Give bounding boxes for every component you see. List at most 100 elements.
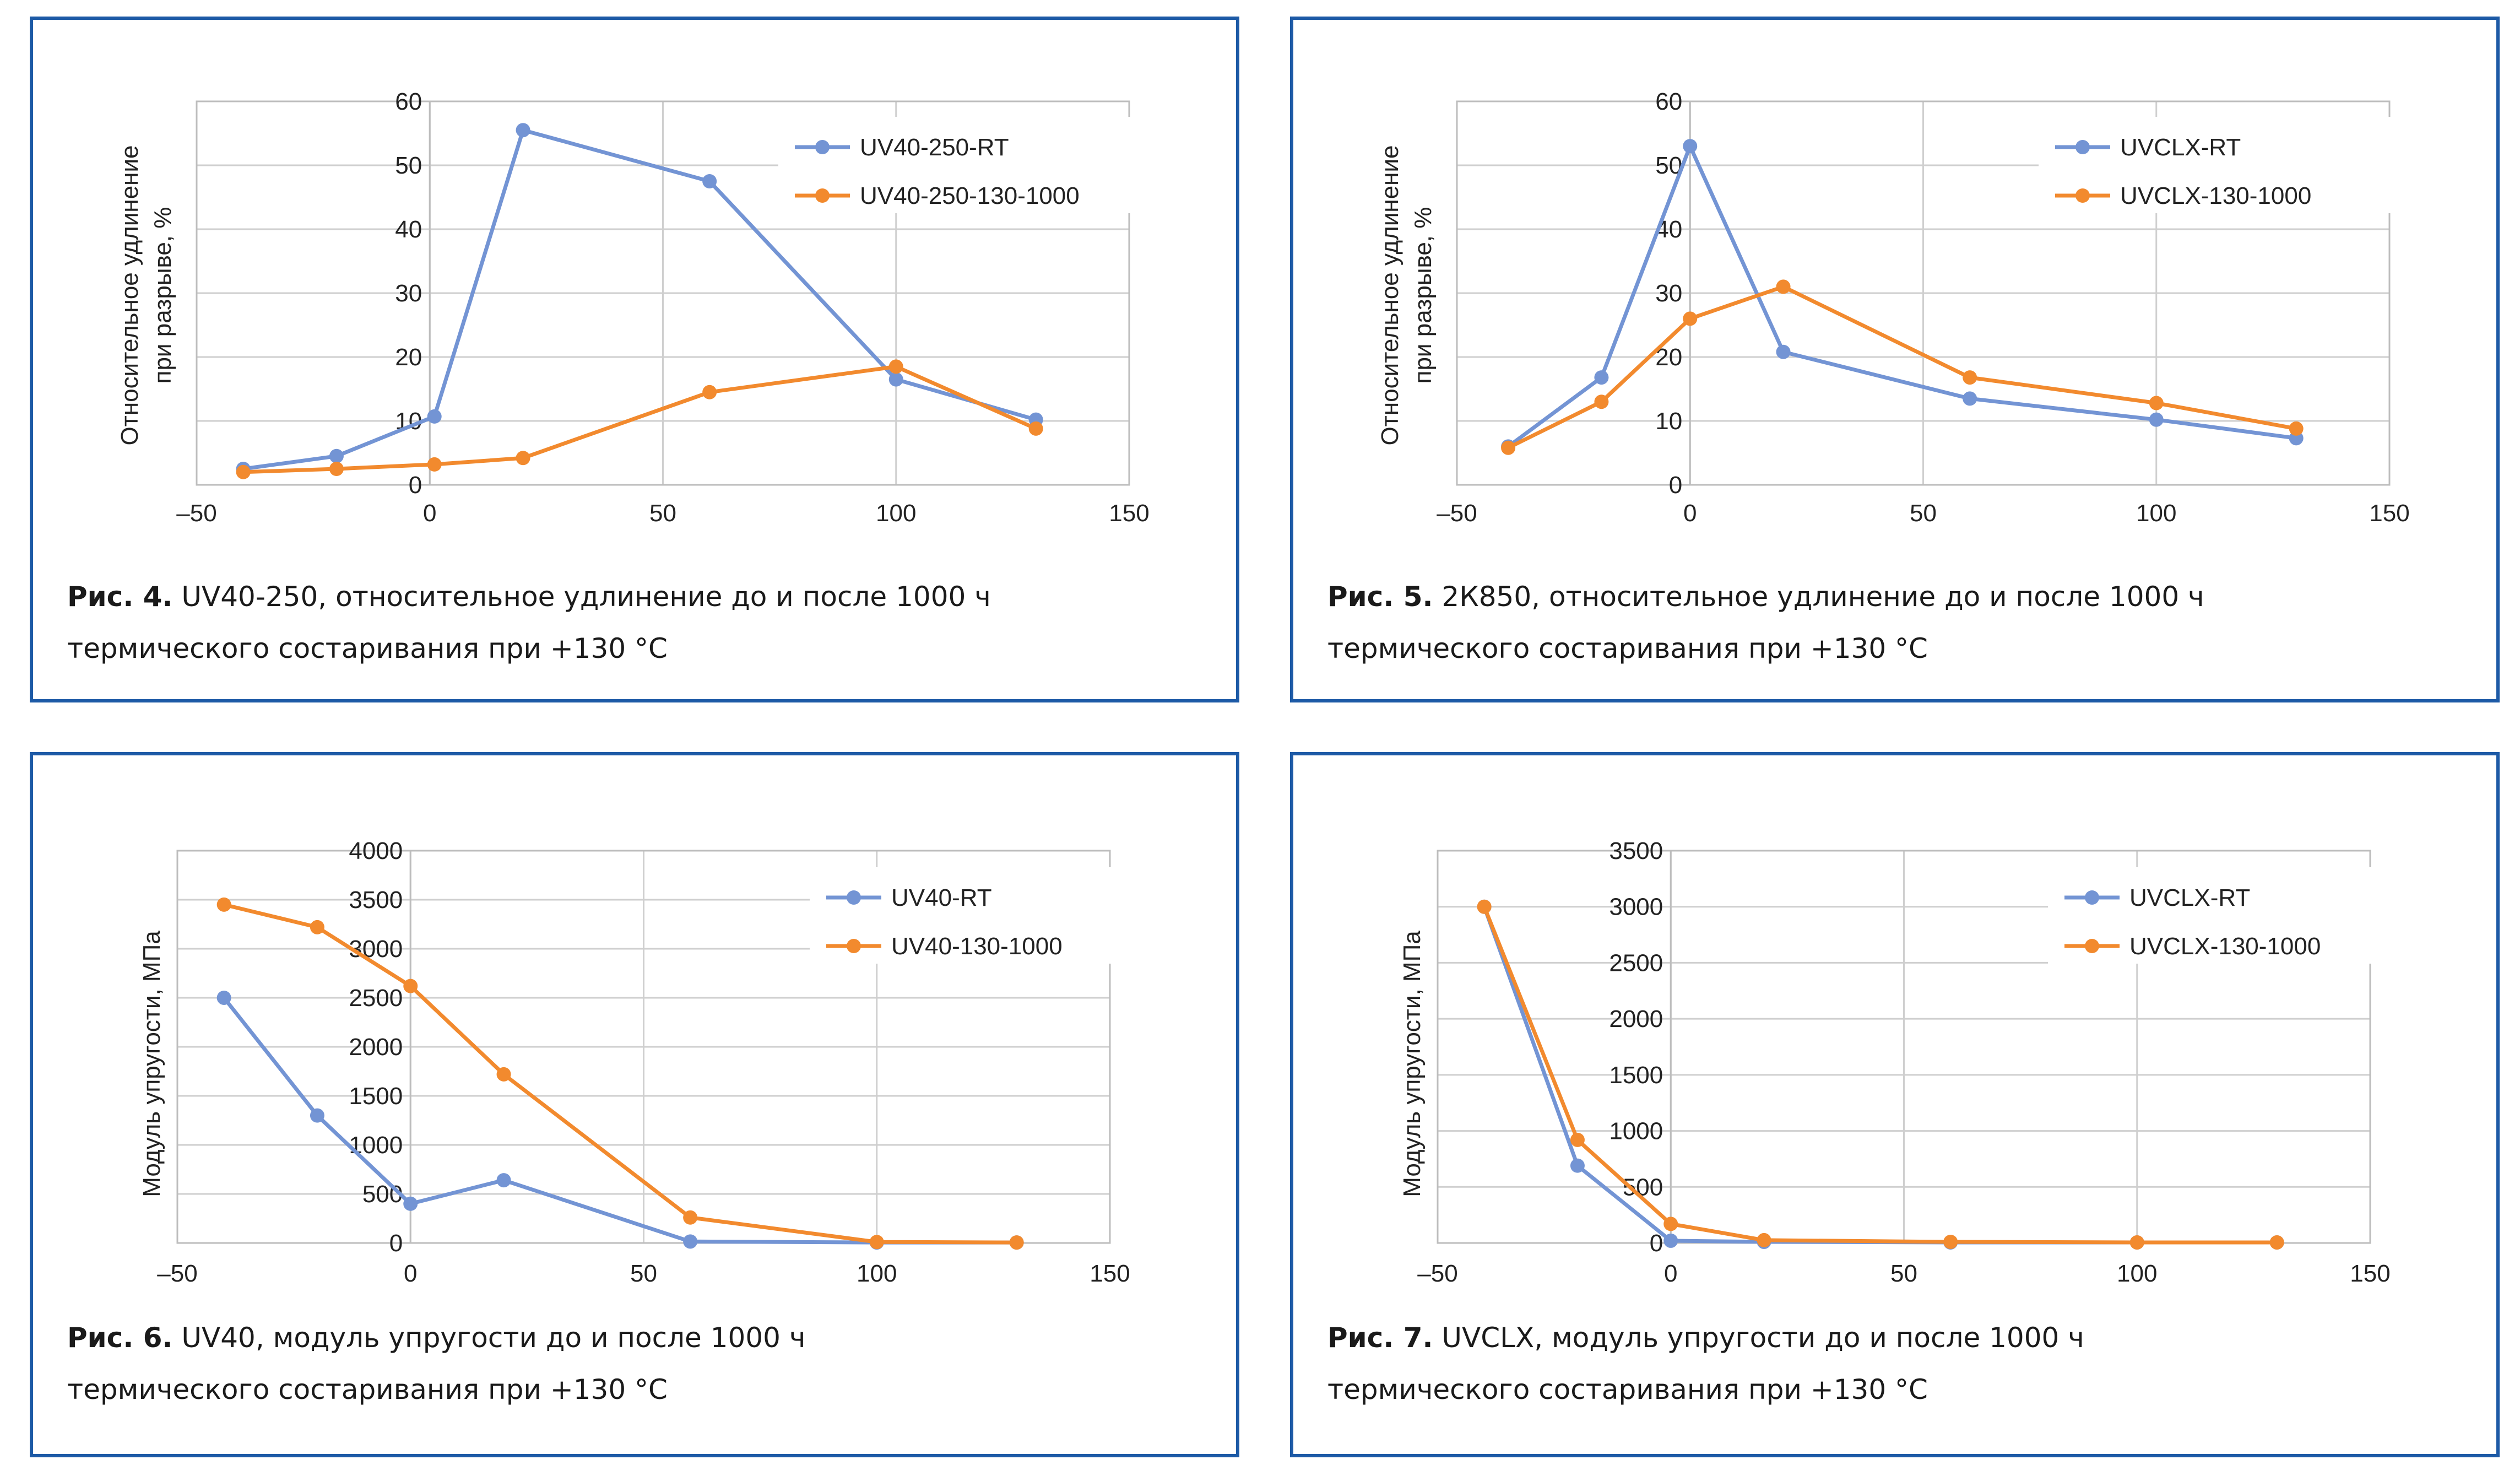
caption-fig7-line1: UVCLX, модуль упругости до и после 1000 … [1433,1322,2084,1354]
data-point [1570,1132,1585,1147]
y-tick-label: 50 [395,152,422,179]
y-axis-label: Относительное удлинение [116,145,143,445]
data-point [310,920,324,934]
data-point [1477,899,1492,914]
data-point [216,897,231,912]
x-tick-label: 100 [2117,1260,2157,1287]
y-tick-label: 2000 [1609,1006,1663,1033]
x-tick-label: –50 [157,1260,197,1287]
data-point [329,448,344,463]
series-UVCLX-130-1000 [1501,279,2304,455]
data-point [403,1196,418,1211]
series-UV40-RT [216,991,1024,1250]
series-UV40-250-130-1000 [236,359,1043,479]
plot-frame [1456,100,2391,486]
caption-fig5: Рис. 5. 2К850, относительное удлинение д… [1327,571,2204,674]
series-UVCLX-130-1000 [1477,899,2284,1250]
y-tick-label: 30 [395,280,422,307]
legend-label: UVCLX-130-1000 [2129,933,2321,960]
data-point [496,1067,511,1082]
data-point [427,409,442,424]
caption-fig5-line2: термического состаривания при +130 °С [1327,633,1928,664]
y-tick-label: 2500 [1609,949,1663,976]
x-tick-label: 150 [2369,500,2409,527]
y-axis-label: Относительное удлинение [1376,145,1403,445]
data-point [216,991,231,1005]
data-point [427,457,442,472]
x-tick-label: 50 [630,1260,657,1287]
y-axis-label: при разрыве, % [149,207,176,384]
y-tick-label: 3000 [1609,894,1663,921]
y-tick-label: 2000 [349,1034,403,1061]
caption-fig6: Рис. 6. UV40, модуль упругости до и посл… [67,1312,805,1415]
legend-swatch-marker [2085,890,2099,905]
data-point [1757,1233,1771,1247]
caption-fig6-line1: UV40, модуль упругости до и после 1000 ч [172,1322,806,1354]
x-tick-label: 100 [857,1260,897,1287]
data-point [1663,1233,1678,1248]
y-axis-label: Модуль упругости, МПа [1399,931,1426,1197]
caption-fig4-line2: термического состаривания при +130 °С [67,633,668,664]
legend-label: UV40-250-130-1000 [860,182,1080,209]
data-point [702,385,717,399]
legend-label: UVCLX-RT [2120,134,2241,161]
data-point [329,462,344,476]
figure-panel-7: 0 500 1000 1500 2000 2500 3000 3500 –50 0 50 100 150… [1290,752,2500,1457]
data-point [1683,139,1698,154]
legend: UV40-250-RT UV40-250-130-1000 [778,117,1136,213]
y-tick-label: 1000 [1609,1118,1663,1145]
y-tick-label: 1500 [349,1083,403,1110]
x-tick-label: 0 [1664,1260,1677,1287]
y-tick-label: 40 [395,216,422,243]
data-point [236,464,251,479]
data-point [2129,1235,2144,1250]
legend-label: UV40-250-RT [860,134,1009,161]
caption-fig6-line2: термического состаривания при +130 °С [67,1374,668,1406]
figure-panel-5: 0 10 20 30 40 50 60 –50 0 50 100 150 Относительное у… [1290,17,2500,702]
x-tick-label: 150 [2350,1260,2390,1287]
data-point [1963,370,1977,385]
y-tick-label: 500 [362,1181,403,1208]
legend-swatch-marker [2075,140,2090,154]
caption-fig5-line1: 2К850, относительное удлинение до и посл… [1433,581,2204,613]
y-tick-label: 20 [395,344,422,371]
data-point [2149,412,2164,427]
plot-frame [176,850,1111,1244]
data-point [1594,394,1609,409]
caption-fig7: Рис. 7. UVCLX, модуль упругости до и пос… [1327,1312,2084,1415]
y-tick-label: 60 [395,88,422,115]
y-tick-label: 30 [1655,280,1682,307]
series-line [222,996,1017,1245]
x-tick-label: 150 [1109,500,1149,527]
figure-panel-4: 0 10 20 30 40 50 60 –50 0 50 100 150 Относительное у… [30,17,1239,702]
caption-fig4-line1: UV40-250, относительное удлинение до и п… [172,581,991,613]
y-tick-label: 3500 [349,887,403,914]
data-point [1776,279,1791,294]
x-tick-label: –50 [1437,500,1477,527]
y-tick-label: 0 [409,472,422,499]
y-tick-label: 60 [1655,88,1682,115]
data-point [1943,1234,1958,1249]
legend-swatch-marker [847,939,861,953]
x-tick-label: –50 [176,500,216,527]
y-axis-label: при разрыве, % [1410,207,1437,384]
data-point [1028,421,1043,436]
x-tick-label: 50 [1890,1260,1917,1287]
legend-swatch-marker [815,188,830,203]
data-point [1663,1217,1678,1231]
x-tick-label: 0 [1683,500,1697,527]
data-point [516,451,530,466]
data-point [869,1235,884,1250]
legend-label: UVCLX-RT [2129,884,2250,911]
data-point [888,359,903,374]
y-axis-label: Модуль упругости, МПа [138,931,165,1197]
data-point [1776,344,1791,359]
legend-swatch-marker [2075,188,2090,203]
caption-fig7-number: Рис. 7. [1327,1322,1433,1354]
x-tick-label: 150 [1090,1260,1130,1287]
y-tick-label: 3500 [1609,837,1663,864]
caption-fig4: Рис. 4. UV40-250, относительное удлинени… [67,571,991,674]
